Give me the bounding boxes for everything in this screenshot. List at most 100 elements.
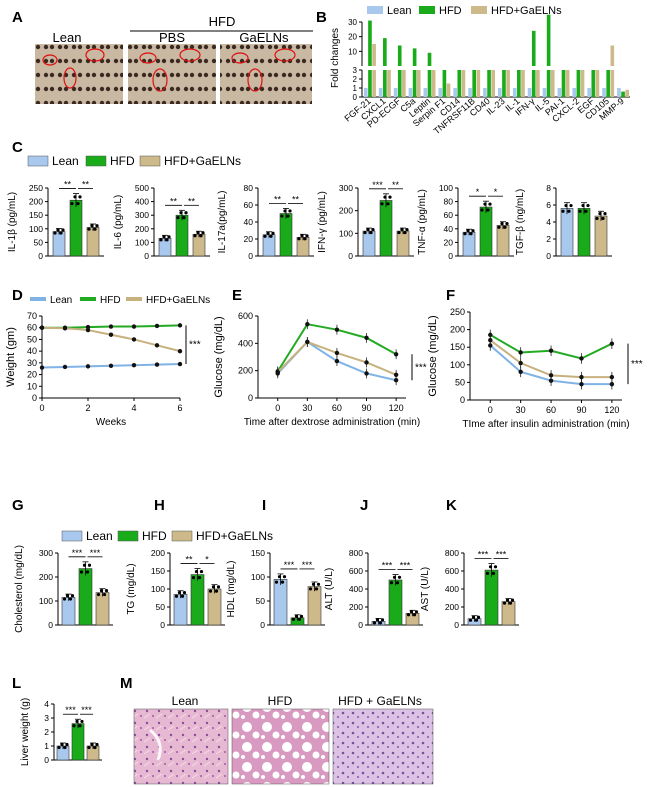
x-axis-label: TIme after insulin administration (min) — [462, 419, 629, 430]
y-tick-label: 70 — [27, 311, 37, 321]
data-bar — [576, 70, 581, 97]
data-point — [378, 621, 383, 625]
array-membrane-pbs — [128, 44, 216, 104]
data-point — [95, 742, 99, 747]
data-bar — [364, 88, 368, 97]
data-point — [93, 227, 97, 231]
y-tick-label: 200 — [445, 602, 459, 612]
panel-letter-h: H — [154, 497, 165, 514]
data-bar — [192, 233, 206, 257]
data-point — [314, 587, 319, 591]
data-point — [485, 571, 490, 575]
data-point — [165, 238, 169, 242]
y-tick-label: 150 — [450, 342, 465, 352]
data-bar — [610, 70, 615, 97]
y-tick-label: 100 — [151, 584, 165, 594]
data-point — [297, 237, 301, 241]
panel-letter-f: F — [446, 287, 455, 304]
data-point — [308, 587, 313, 591]
data-point — [60, 742, 64, 747]
array-label-gaelns: GaELNs — [239, 30, 289, 45]
data-point — [303, 237, 307, 241]
panel-letter-d: D — [12, 287, 23, 304]
data-point — [193, 234, 197, 238]
data-bar — [546, 70, 551, 97]
data-point — [503, 225, 507, 229]
y-tick-label: 800 — [445, 548, 459, 558]
data-point — [271, 231, 275, 235]
data-point — [603, 212, 607, 216]
y-axis-label: Glucose (mg/dL) — [427, 315, 439, 396]
y-tick-label: 3 — [44, 713, 49, 723]
data-point — [93, 745, 97, 750]
data-point — [500, 221, 504, 226]
y-tick-label: 40 — [27, 346, 37, 356]
data-point — [334, 327, 340, 332]
data-bar — [457, 70, 462, 97]
array-highlight — [274, 48, 296, 62]
data-point — [78, 724, 82, 728]
data-point — [393, 378, 399, 383]
data-point — [177, 361, 183, 367]
data-point — [80, 719, 84, 724]
y-tick-label: 10 — [27, 381, 37, 391]
y-tick-label: 100 — [339, 228, 353, 238]
data-point — [102, 592, 107, 597]
data-point — [510, 598, 515, 602]
legend-swatch-galn — [139, 155, 161, 167]
y-tick-label: 3 — [353, 66, 358, 75]
y-tick-label: 0 — [353, 93, 358, 102]
data-point — [392, 575, 397, 579]
data-point — [300, 234, 304, 238]
data-point — [518, 369, 523, 375]
data-point — [386, 202, 390, 206]
panel-letter-k: K — [446, 497, 457, 514]
significance-label: *** — [496, 550, 507, 560]
y-tick-label: 200 — [238, 366, 253, 376]
x-tick-label: 30 — [302, 403, 312, 413]
data-point — [305, 234, 309, 238]
data-bar — [446, 83, 451, 97]
data-point — [62, 364, 68, 370]
y-tick-label: 100 — [450, 360, 465, 370]
data-point — [68, 597, 73, 601]
data-bar — [536, 70, 540, 97]
panel-a-arrays: Lean HFD PBS GaELNs — [35, 14, 313, 104]
data-bar — [560, 208, 574, 257]
legend-label-hfd: HFD — [439, 5, 462, 17]
data-bar — [501, 601, 516, 626]
data-point — [154, 343, 160, 348]
significance-label: *** — [189, 340, 201, 351]
data-point — [65, 742, 69, 747]
y-tick-label: 6 — [546, 200, 551, 210]
data-point — [389, 581, 394, 585]
data-bar — [442, 70, 447, 97]
data-point — [199, 234, 203, 238]
data-bar — [483, 88, 487, 97]
data-bar — [561, 70, 566, 97]
data-point — [108, 363, 114, 368]
data-bar — [550, 70, 555, 97]
y-tick-label: 400 — [349, 584, 363, 594]
data-bar — [368, 20, 372, 66]
legend-swatch-galn — [171, 530, 193, 542]
data-point — [364, 360, 369, 365]
x-tick-label: 6 — [177, 403, 182, 413]
data-point — [162, 235, 166, 239]
data-point — [179, 211, 183, 215]
y-axis-label: AST (U/L) — [420, 567, 431, 611]
data-point — [586, 203, 590, 208]
y-tick-label: 2 — [44, 727, 49, 737]
y-tick-label: 20 — [244, 234, 254, 244]
y-tick-label: 200 — [450, 325, 465, 335]
data-point — [493, 565, 498, 569]
data-point — [497, 225, 501, 229]
y-tick-label: 200 — [29, 197, 43, 207]
data-point — [177, 590, 182, 595]
data-point — [505, 598, 510, 602]
data-point — [82, 563, 87, 567]
data-point — [280, 214, 284, 218]
data-point — [53, 231, 57, 235]
data-point — [505, 221, 509, 226]
